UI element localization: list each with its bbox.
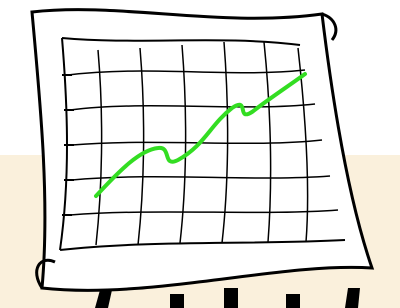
clip-art [0, 0, 400, 308]
page [0, 0, 400, 308]
